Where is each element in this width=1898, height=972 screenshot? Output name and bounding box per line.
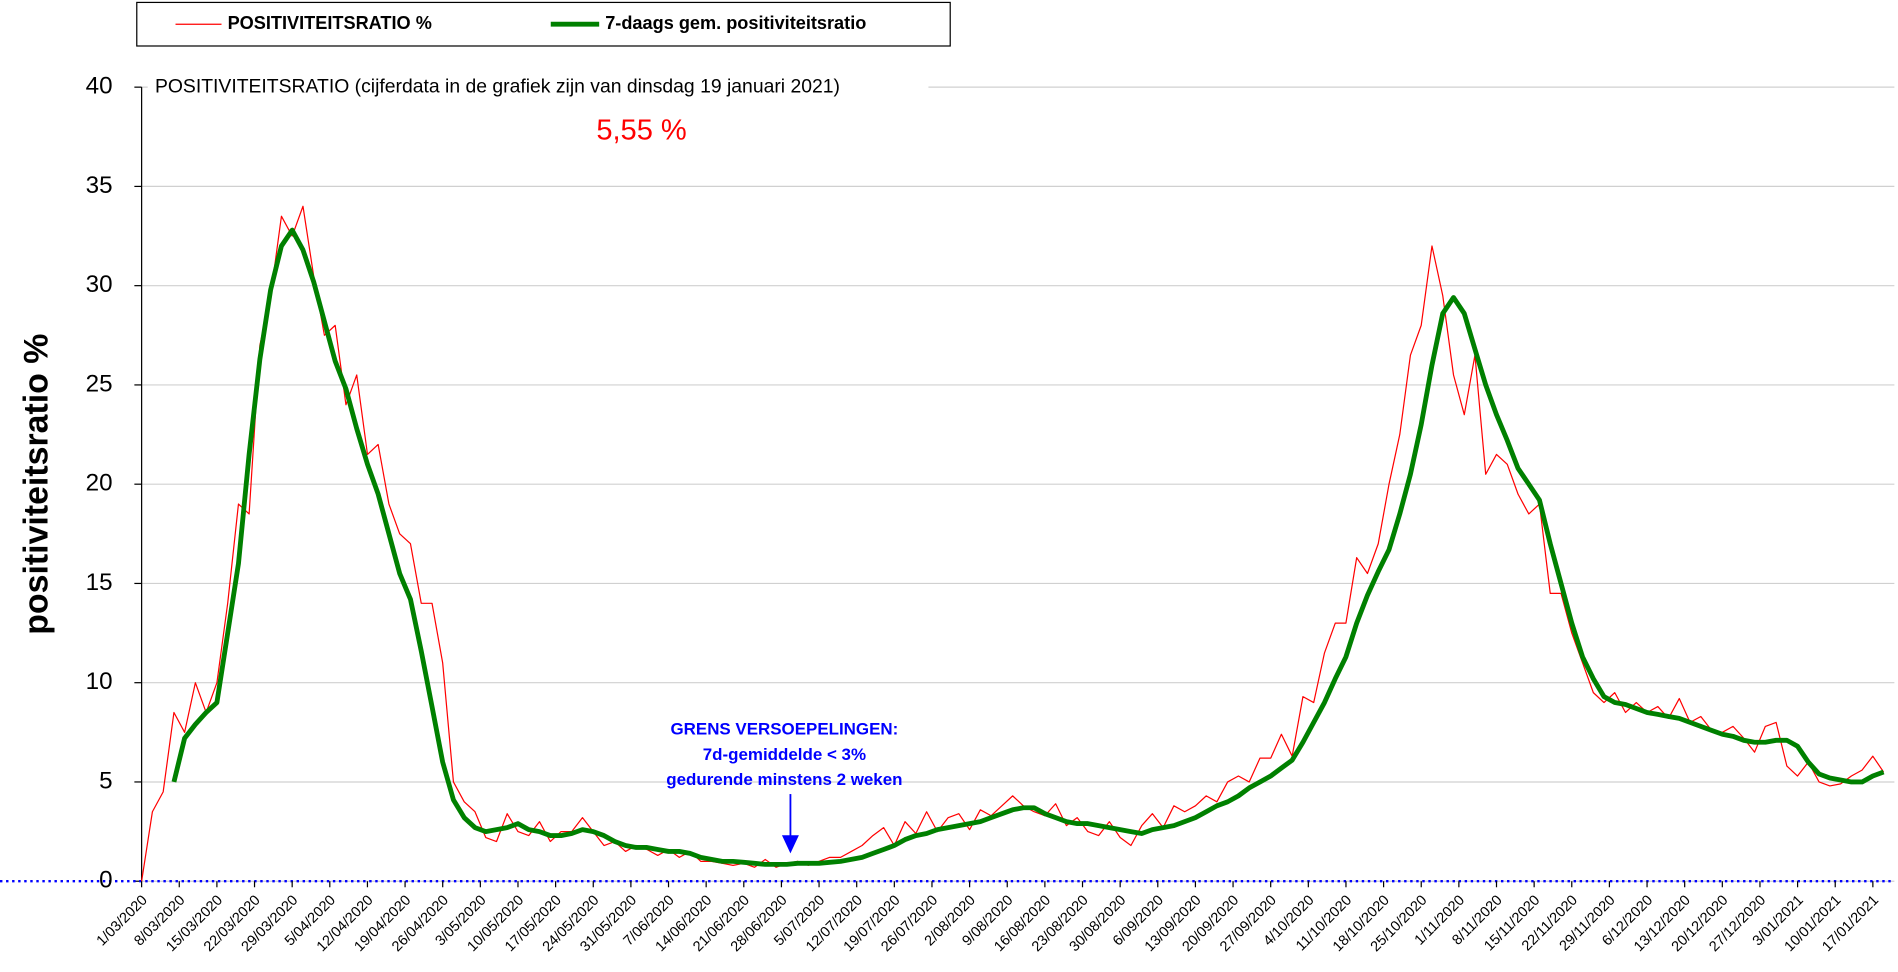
y-tick-label: 30	[86, 271, 113, 298]
legend-box	[136, 1, 951, 47]
current-value: 5,55 %	[596, 115, 686, 147]
annotation-text: 7d-gemiddelde < 3%	[703, 745, 866, 764]
annotation-text: GRENS VERSOEPELINGEN:	[670, 719, 898, 738]
plot-area	[0, 86, 1895, 888]
y-tick-label: 10	[86, 668, 113, 695]
y-tick-label: 20	[86, 470, 113, 497]
annotation-text: gedurende minstens 2 weken	[666, 770, 902, 789]
subtitle-bg	[539, 111, 700, 151]
y-tick-label: 5	[99, 767, 112, 794]
y-tick-label: 0	[99, 867, 112, 894]
y-tick-label: 40	[86, 73, 113, 100]
y-tick-label: 35	[86, 172, 113, 199]
legend-label: 7-daags gem. positiviteitsratio	[605, 13, 866, 33]
y-axis-label: positiviteitsratio %	[18, 334, 56, 635]
legend-label: POSITIVITEITSRATIO %	[228, 13, 432, 33]
y-tick-label: 25	[86, 370, 113, 397]
title-bg	[147, 72, 929, 102]
chart-title: POSITIVITEITSRATIO (cijferdata in de gra…	[155, 75, 840, 97]
annotation-arrowhead	[781, 835, 799, 854]
series-line	[141, 205, 1885, 882]
series-line	[171, 227, 1885, 867]
y-tick-label: 15	[86, 569, 113, 596]
